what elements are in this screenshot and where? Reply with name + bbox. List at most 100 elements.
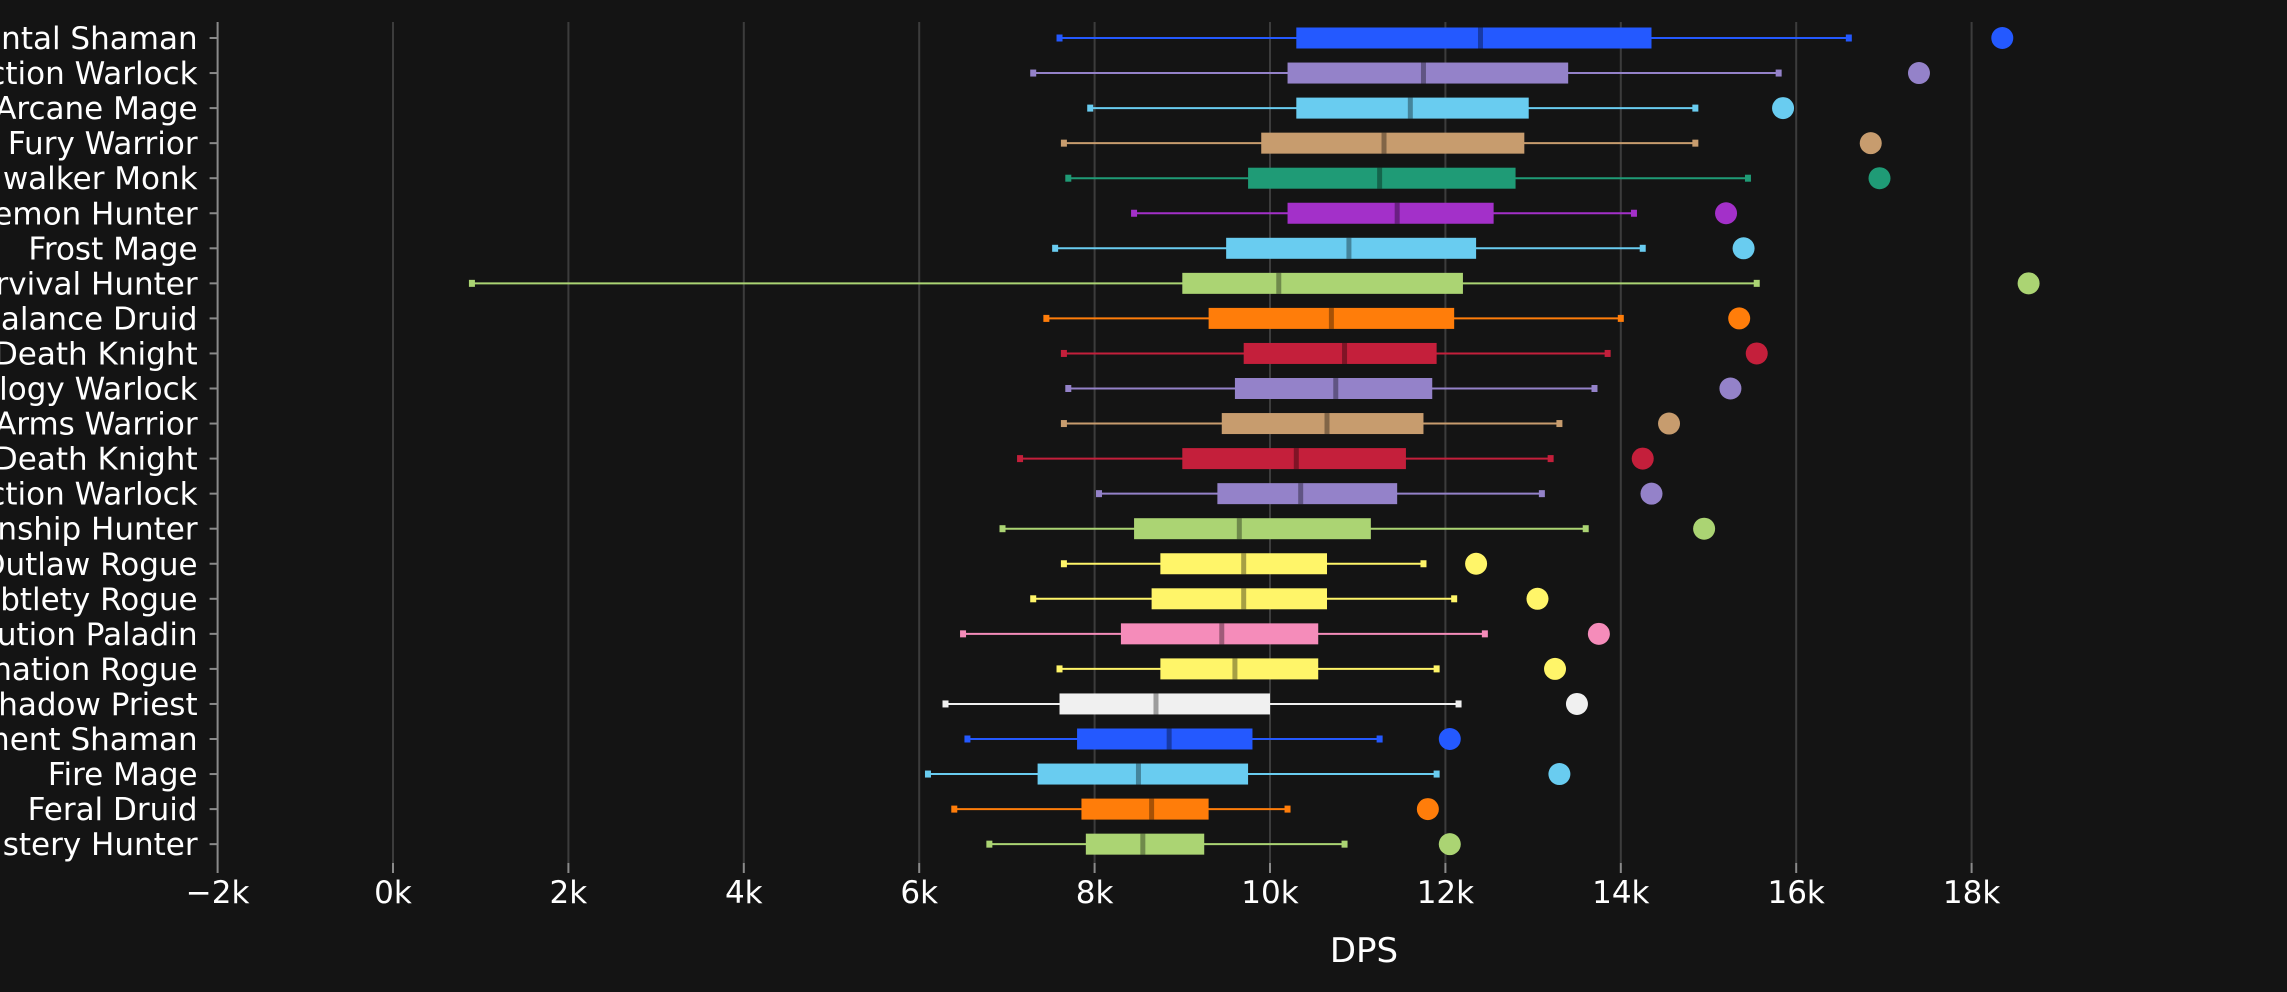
category-labels: Elemental ShamanAffliction WarlockArcane… xyxy=(0,21,198,863)
x-axis-title: DPS xyxy=(1330,931,1398,971)
x-tick-label: 14k xyxy=(1592,875,1649,911)
median-marker xyxy=(1149,798,1155,820)
category-label: Outlaw Rogue xyxy=(0,547,198,583)
max-dot xyxy=(1693,517,1716,540)
whisker-cap-min xyxy=(999,525,1006,533)
median-marker xyxy=(1236,518,1242,540)
whisker-cap-max xyxy=(1845,34,1852,42)
box-arms-warrior xyxy=(1060,412,1681,435)
iqr-box xyxy=(1085,833,1205,855)
iqr-box xyxy=(1160,553,1328,575)
box-retribution-paladin xyxy=(960,622,1610,645)
median-marker xyxy=(1276,272,1282,294)
whisker-cap-max xyxy=(1775,69,1782,77)
box-shadow-priest xyxy=(942,692,1588,715)
box-arcane-mage xyxy=(1087,97,1795,120)
box-windwalker-monk xyxy=(1065,167,1891,190)
median-marker xyxy=(1166,728,1172,750)
median-marker xyxy=(1342,342,1348,364)
category-label: Arcane Mage xyxy=(0,91,198,127)
max-dot xyxy=(1565,692,1588,715)
median-marker xyxy=(1241,588,1247,610)
whisker-cap-max xyxy=(1433,665,1440,673)
iqr-box xyxy=(1182,272,1463,294)
median-marker xyxy=(1381,132,1387,154)
whisker-cap-min xyxy=(1056,665,1063,673)
median-marker xyxy=(1232,658,1238,680)
box-affliction-warlock xyxy=(1030,62,1930,85)
iqr-box xyxy=(1217,483,1398,505)
whisker-cap-max xyxy=(1639,244,1646,252)
category-label: Frost Death Knight xyxy=(0,336,198,372)
category-label: Frost Mage xyxy=(28,231,197,267)
whisker-cap-min xyxy=(942,700,949,708)
median-marker xyxy=(1377,167,1383,189)
x-tick-label: 2k xyxy=(550,875,588,911)
box-unholy-death-knight xyxy=(1017,447,1654,470)
box-series xyxy=(468,27,2040,856)
whisker-cap-min xyxy=(1087,104,1094,112)
max-dot xyxy=(1465,552,1488,575)
max-dot xyxy=(1438,728,1461,750)
whisker-cap-max xyxy=(1744,174,1751,182)
max-dot xyxy=(1745,342,1768,365)
whisker-cap-max xyxy=(1630,209,1637,217)
category-label: Shadow Priest xyxy=(0,687,198,723)
median-marker xyxy=(1140,833,1146,855)
median-marker xyxy=(1328,307,1334,329)
box-subtlety-rogue xyxy=(1030,587,1549,610)
iqr-box xyxy=(1287,62,1569,84)
category-label: Arms Warrior xyxy=(0,407,198,443)
box-frost-death-knight xyxy=(1060,342,1768,365)
iqr-box xyxy=(1287,202,1494,224)
category-label: Subtlety Rogue xyxy=(0,582,198,618)
box-fury-warrior xyxy=(1060,132,1882,155)
max-dot xyxy=(1544,657,1567,680)
box-survival-hunter xyxy=(468,272,2040,295)
max-dot xyxy=(1416,798,1439,821)
category-label: Feral Druid xyxy=(28,792,198,828)
box-marksmanship-hunter xyxy=(999,517,1716,540)
whisker-cap-max xyxy=(1547,455,1554,463)
max-dot xyxy=(1907,62,1930,85)
iqr-box xyxy=(1243,342,1437,364)
box-destruction-warlock xyxy=(1095,482,1663,505)
whisker-cap-min xyxy=(1030,69,1037,77)
category-label: Affliction Warlock xyxy=(0,56,198,92)
whisker-cap-min xyxy=(1060,420,1067,428)
iqr-box xyxy=(1261,132,1525,154)
x-tick-labels: −2k 0k 2k 4k 6k 8k 10k 12k 14k 16k 18k xyxy=(186,875,2001,911)
whisker-cap-max xyxy=(1591,385,1598,392)
category-label: Survival Hunter xyxy=(0,266,198,302)
box-feral-druid xyxy=(951,798,1439,821)
iqr-box xyxy=(1037,763,1249,785)
whisker-cap-max xyxy=(1451,595,1458,603)
median-marker xyxy=(1324,413,1330,435)
median-marker xyxy=(1346,237,1352,259)
category-label: Retribution Paladin xyxy=(0,617,198,653)
iqr-box xyxy=(1182,448,1406,470)
whisker-cap-min xyxy=(1095,490,1102,498)
category-label: Beast Mastery Hunter xyxy=(0,827,198,863)
x-tick-label: 6k xyxy=(900,875,938,911)
iqr-box xyxy=(1151,588,1328,610)
box-elemental-shaman xyxy=(1056,27,2014,49)
whisker-cap-max xyxy=(1617,314,1624,322)
x-tick-label: 0k xyxy=(374,875,412,911)
whisker-cap-min xyxy=(1017,455,1024,463)
box-beast-mastery-hunter xyxy=(986,833,1461,856)
whisker-cap-max xyxy=(1284,805,1291,813)
whisker-cap-min xyxy=(1065,174,1072,182)
iqr-box xyxy=(1248,167,1516,189)
max-dot xyxy=(1715,202,1738,225)
box-balance-druid xyxy=(1043,307,1751,330)
whisker-cap-min xyxy=(1030,595,1037,603)
x-tick-label: 18k xyxy=(1943,875,2000,911)
median-marker xyxy=(1477,27,1483,49)
median-marker xyxy=(1394,202,1400,224)
iqr-box xyxy=(1208,307,1455,329)
whisker-cap-max xyxy=(1376,735,1383,743)
iqr-box xyxy=(1077,728,1253,750)
category-label: Enhancement Shaman xyxy=(0,722,198,758)
box-havoc-demon-hunter xyxy=(1131,202,1738,225)
